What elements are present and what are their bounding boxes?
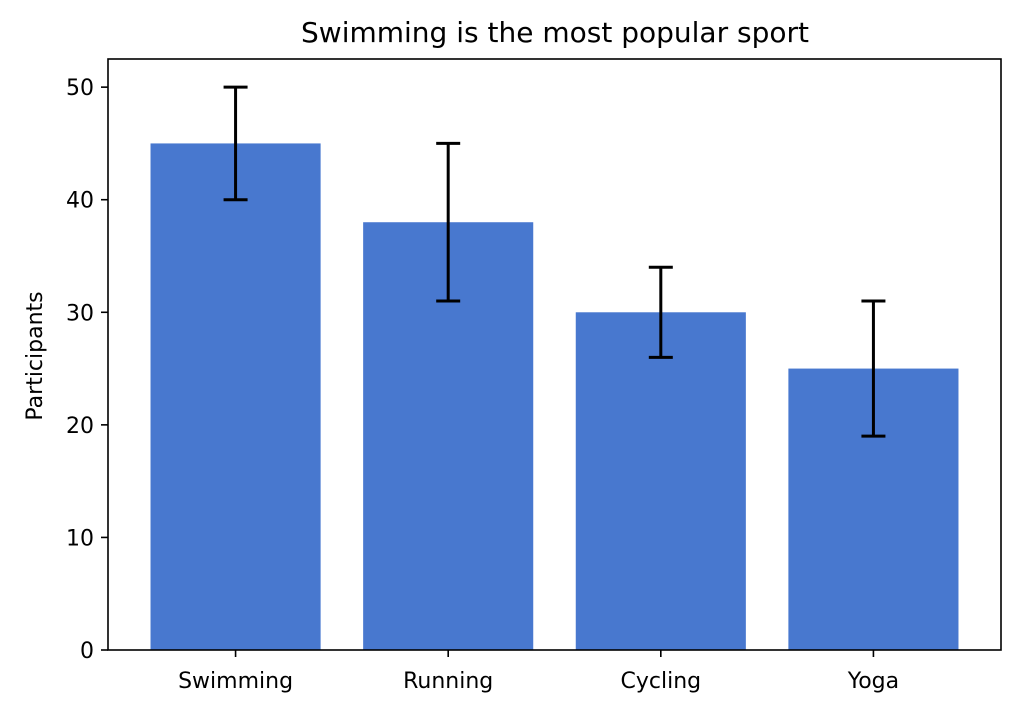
plot-area: 0 10 20 30 40 50 Swimming Running Cycling Yoga <box>66 58 1002 694</box>
y-tick-label: 40 <box>66 189 94 214</box>
chart-title: Swimming is the most popular sport <box>301 16 809 49</box>
x-tick-label: Cycling <box>621 669 702 694</box>
plot-frame <box>107 58 1002 651</box>
y-axis-label: Participants <box>23 291 48 420</box>
y-tick-label: 0 <box>80 639 94 664</box>
y-tick-label: 30 <box>66 301 94 326</box>
error-bar-running <box>436 141 461 303</box>
x-tick-label: Running <box>403 669 493 694</box>
error-bar-yoga <box>861 299 886 438</box>
bar-cycling <box>575 312 746 650</box>
y-tick-label: 10 <box>66 526 94 551</box>
y-tick-label: 50 <box>66 76 94 101</box>
y-tick-label: 20 <box>66 414 94 439</box>
x-tick-label: Swimming <box>178 669 293 694</box>
bar-swimming <box>150 143 321 650</box>
error-bar-cycling <box>648 265 673 359</box>
x-tick-label: Yoga <box>847 669 899 694</box>
error-bar-swimming <box>223 85 248 202</box>
